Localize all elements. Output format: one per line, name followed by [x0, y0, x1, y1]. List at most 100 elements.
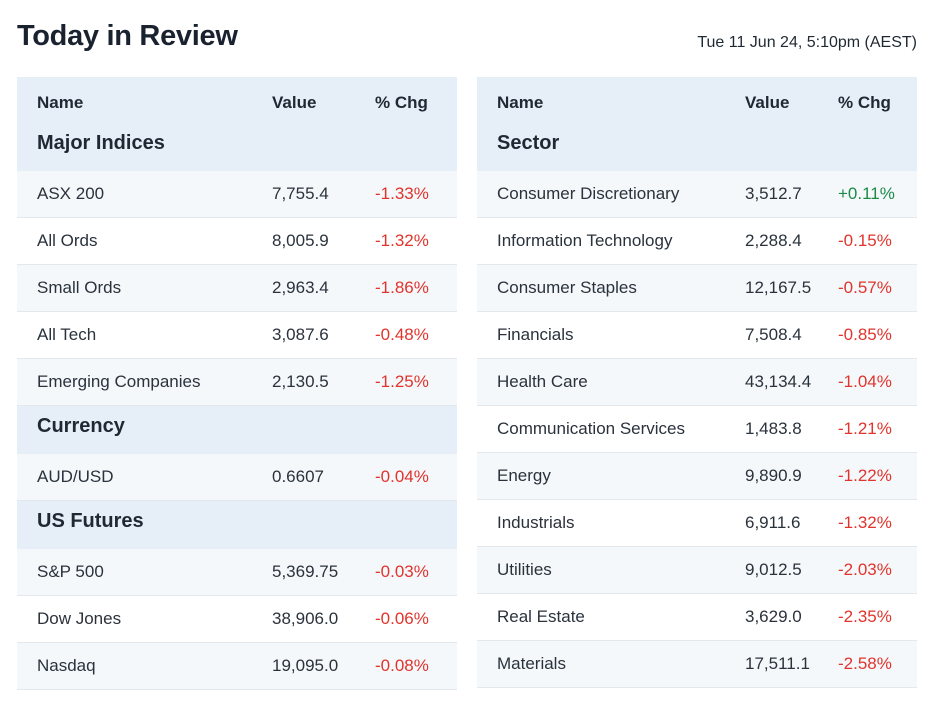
- row-value: 9,890.9: [745, 466, 802, 485]
- table-row[interactable]: Real Estate 3,629.0 -2.35%: [477, 594, 917, 641]
- table-header: Name Value % Chg: [477, 77, 917, 127]
- table-row[interactable]: Communication Services 1,483.8 -1.21%: [477, 406, 917, 453]
- page-title: Today in Review: [17, 20, 238, 52]
- row-change: -1.32%: [375, 231, 429, 250]
- row-value: 3,087.6: [272, 325, 329, 344]
- timestamp: Tue 11 Jun 24, 5:10pm (AEST): [697, 34, 917, 51]
- row-name: Energy: [497, 466, 551, 485]
- row-value: 2,963.4: [272, 278, 329, 297]
- table-row[interactable]: AUD/USD 0.6607 -0.04%: [17, 454, 457, 501]
- section-title: Sector: [497, 132, 560, 154]
- table-row[interactable]: Industrials 6,911.6 -1.32%: [477, 500, 917, 547]
- row-name: Materials: [497, 654, 566, 673]
- row-value: 38,906.0: [272, 609, 339, 628]
- row-name: Communication Services: [497, 419, 686, 438]
- row-value: 2,130.5: [272, 372, 329, 391]
- section-header: Currency: [17, 406, 457, 454]
- section-title: US Futures: [37, 510, 144, 532]
- row-value: 17,511.1: [745, 654, 810, 673]
- row-value: 7,755.4: [272, 184, 329, 203]
- table-row[interactable]: Nasdaq 19,095.0 -0.08%: [17, 643, 457, 690]
- row-name: Emerging Companies: [37, 372, 201, 391]
- sector-table: Name Value % Chg Sector Consumer Discreti…: [477, 77, 917, 688]
- row-name: Consumer Staples: [497, 278, 637, 297]
- row-change: -0.85%: [838, 325, 892, 344]
- row-value: 1,483.8: [745, 419, 802, 438]
- table-row[interactable]: Consumer Staples 12,167.5 -0.57%: [477, 265, 917, 312]
- row-change: -1.25%: [375, 372, 429, 391]
- row-value: 43,134.4: [745, 372, 812, 391]
- column-header-name: Name: [497, 93, 544, 112]
- row-change: -2.03%: [838, 560, 892, 579]
- table-row[interactable]: Dow Jones 38,906.0 -0.06%: [17, 596, 457, 643]
- column-header-value: Value: [272, 93, 317, 112]
- row-name: Health Care: [497, 372, 588, 391]
- row-change: -1.33%: [375, 184, 429, 203]
- section-header: US Futures: [17, 501, 457, 549]
- row-change: -2.35%: [838, 607, 892, 626]
- table-row[interactable]: Health Care 43,134.4 -1.04%: [477, 359, 917, 406]
- column-header-name: Name: [37, 93, 84, 112]
- row-change: -1.04%: [838, 372, 892, 391]
- row-value: 3,629.0: [745, 607, 802, 626]
- section-title: Major Indices: [37, 132, 165, 154]
- row-change: -1.22%: [838, 466, 892, 485]
- row-change: -0.06%: [375, 609, 429, 628]
- section-header: Sector: [477, 123, 917, 171]
- row-name: ASX 200: [37, 184, 105, 203]
- row-name: Financials: [497, 325, 574, 344]
- row-change: -0.03%: [375, 562, 429, 581]
- table-row[interactable]: Small Ords 2,963.4 -1.86%: [17, 265, 457, 312]
- table-header: Name Value % Chg: [17, 77, 457, 127]
- row-change: -1.86%: [375, 278, 429, 297]
- row-change: -0.15%: [838, 231, 892, 250]
- row-change: -0.04%: [375, 467, 429, 486]
- row-value: 7,508.4: [745, 325, 802, 344]
- row-value: 9,012.5: [745, 560, 802, 579]
- section-header: Major Indices: [17, 123, 457, 171]
- row-value: 5,369.75: [272, 562, 339, 581]
- row-value: 0.6607: [272, 467, 324, 486]
- row-name: S&P 500: [37, 562, 104, 581]
- row-name: Information Technology: [497, 231, 673, 250]
- row-name: Dow Jones: [37, 609, 122, 628]
- column-header-chg: % Chg: [838, 93, 891, 112]
- market-indices-table: Name Value % Chg Major Indices ASX 200 7,7…: [17, 77, 457, 690]
- table-row[interactable]: ASX 200 7,755.4 -1.33%: [17, 171, 457, 218]
- row-name: Nasdaq: [37, 656, 96, 675]
- table-row[interactable]: All Ords 8,005.9 -1.32%: [17, 218, 457, 265]
- column-header-chg: % Chg: [375, 93, 428, 112]
- table-row[interactable]: Financials 7,508.4 -0.85%: [477, 312, 917, 359]
- row-change: -1.32%: [838, 513, 892, 532]
- table-row[interactable]: Energy 9,890.9 -1.22%: [477, 453, 917, 500]
- row-value: 19,095.0: [272, 656, 339, 675]
- row-change: -2.58%: [838, 654, 892, 673]
- table-row[interactable]: Materials 17,511.1 -2.58%: [477, 641, 917, 688]
- table-row[interactable]: Information Technology 2,288.4 -0.15%: [477, 218, 917, 265]
- row-name: Real Estate: [497, 607, 585, 626]
- table-row[interactable]: Utilities 9,012.5 -2.03%: [477, 547, 917, 594]
- row-change: -0.08%: [375, 656, 429, 675]
- row-name: Industrials: [497, 513, 575, 532]
- row-value: 12,167.5: [745, 278, 812, 297]
- row-value: 2,288.4: [745, 231, 802, 250]
- row-value: 3,512.7: [745, 184, 802, 203]
- row-change: -1.21%: [838, 419, 892, 438]
- row-name: Small Ords: [37, 278, 122, 297]
- row-name: Utilities: [497, 560, 552, 579]
- row-value: 8,005.9: [272, 231, 329, 250]
- row-name: All Tech: [37, 325, 97, 344]
- row-value: 6,911.6: [745, 513, 801, 532]
- row-name: AUD/USD: [37, 467, 114, 486]
- row-change: -0.57%: [838, 278, 892, 297]
- column-header-value: Value: [745, 93, 790, 112]
- section-title: Currency: [37, 415, 125, 437]
- row-change: +0.11%: [838, 184, 895, 203]
- row-name: All Ords: [37, 231, 98, 250]
- table-row[interactable]: All Tech 3,087.6 -0.48%: [17, 312, 457, 359]
- table-row[interactable]: S&P 500 5,369.75 -0.03%: [17, 549, 457, 596]
- table-row[interactable]: Consumer Discretionary 3,512.7 +0.11%: [477, 171, 917, 218]
- table-row[interactable]: Emerging Companies 2,130.5 -1.25%: [17, 359, 457, 406]
- row-change: -0.48%: [375, 325, 429, 344]
- row-name: Consumer Discretionary: [497, 184, 680, 203]
